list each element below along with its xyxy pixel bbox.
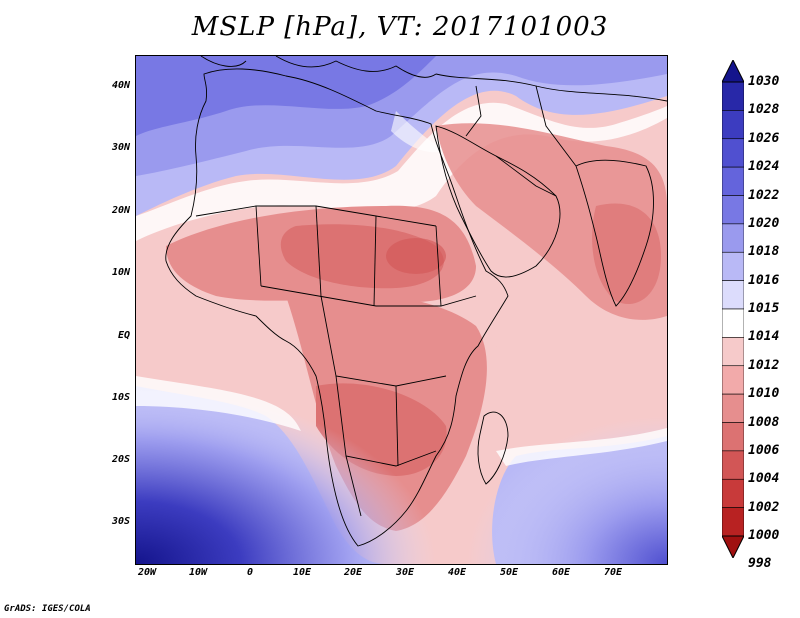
colorbar-label: 1026: [748, 130, 780, 146]
lat-label-40n: 40N: [111, 80, 130, 91]
colorbar-label: 1002: [748, 499, 780, 515]
chart-title: MSLP [hPa], VT: 2017101003: [191, 12, 609, 42]
colorbar-cell: [722, 223, 744, 253]
lat-label-30n: 30N: [111, 142, 130, 153]
colorbar-cell: [722, 478, 744, 508]
colorbar-max-triangle: [722, 60, 744, 83]
colorbar-cell: [722, 393, 744, 423]
colorbar-cell: [722, 422, 744, 452]
lat-label-10n: 10N: [111, 267, 130, 278]
colorbar-cell: [722, 166, 744, 196]
colorbar-cell: [722, 337, 744, 367]
colorbar-cell: [722, 81, 744, 111]
lon-label-40e: 40E: [447, 567, 467, 578]
colorbar-label: 1014: [748, 329, 780, 345]
colorbar-label: 1030: [748, 74, 780, 89]
lon-label-50e: 50E: [499, 567, 519, 578]
lat-label-30s: 30S: [111, 516, 130, 527]
colorbar-label: 1016: [748, 272, 780, 288]
lon-label-10e: 10E: [292, 567, 312, 578]
colorbar-cell: [722, 251, 744, 281]
colorbar-min-triangle: [722, 535, 744, 558]
pressure-field: [136, 56, 667, 564]
lon-label-30e: 30E: [395, 567, 415, 578]
colorbar-label: 1010: [748, 386, 780, 402]
colorbar-label: 1004: [748, 471, 780, 487]
lon-label-10w: 10W: [188, 567, 208, 578]
colorbar-label: 998: [748, 556, 772, 572]
credit-text: GrADS: IGES/COLA: [4, 604, 91, 614]
lat-label-10s: 10S: [111, 392, 130, 403]
colorbar-label: 1020: [748, 215, 780, 231]
lon-label-70e: 70E: [603, 567, 623, 578]
colorbar-label: 1015: [748, 301, 780, 316]
lat-label-20n: 20N: [111, 205, 130, 216]
colorbar-cell: [722, 110, 744, 140]
colorbar-label: 1000: [748, 528, 780, 543]
colorbar-cell: [722, 138, 744, 168]
lon-label-0: 0: [246, 567, 254, 578]
colorbar-cell: [722, 280, 744, 310]
colorbar-label: 1018: [748, 244, 780, 260]
colorbar-cell: [722, 195, 744, 225]
map-panel: [135, 55, 668, 565]
colorbar-cell: [722, 507, 744, 537]
colorbar-label: 1006: [748, 442, 780, 458]
colorbar-cell: [722, 450, 744, 480]
colorbar-label: 1012: [748, 357, 780, 373]
colorbar-cell: [722, 308, 744, 338]
colorbar-cell: [722, 365, 744, 395]
coastlines: [165, 56, 667, 547]
lon-label-20w: 20W: [137, 567, 157, 578]
lon-label-20e: 20E: [343, 567, 363, 578]
colorbar: [722, 60, 744, 558]
colorbar-label: 1028: [748, 102, 780, 118]
lat-label-20s: 20S: [111, 454, 130, 465]
colorbar-label: 1008: [748, 414, 780, 430]
colorbar-label: 1024: [748, 159, 780, 175]
colorbar-label: 1022: [748, 187, 780, 203]
lat-label-eq: EQ: [117, 330, 130, 341]
lon-label-60e: 60E: [551, 567, 571, 578]
